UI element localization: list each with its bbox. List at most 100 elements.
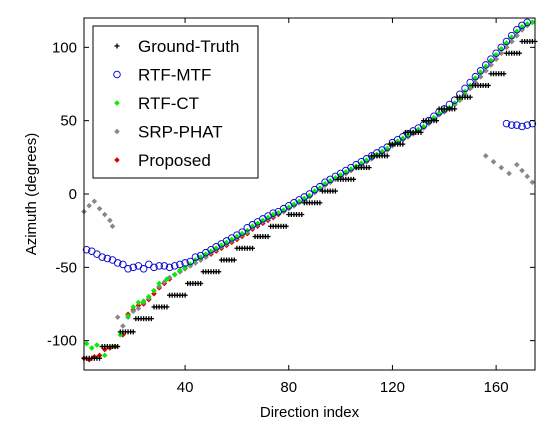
data-point [165, 263, 174, 272]
data-point [238, 228, 246, 236]
data-point [311, 188, 318, 194]
data-point [124, 265, 132, 273]
data-point [305, 190, 314, 198]
data-point [513, 161, 520, 168]
data-point [151, 287, 157, 294]
data-point [513, 25, 521, 34]
series-rtf-mtf [82, 18, 537, 273]
data-point [507, 31, 516, 40]
data-point [155, 262, 163, 270]
data-point [490, 158, 497, 165]
legend-label: Proposed [138, 151, 211, 170]
data-point [177, 267, 183, 274]
data-point [467, 94, 473, 100]
data-point [101, 211, 108, 218]
data-point [148, 316, 154, 322]
data-point [516, 50, 522, 56]
data-point [485, 82, 491, 88]
data-point [513, 121, 521, 129]
data-point [135, 299, 142, 306]
data-point [97, 355, 103, 361]
data-point [109, 223, 116, 230]
y-tick-label: 50 [60, 113, 77, 130]
data-point [529, 179, 536, 186]
data-point [291, 201, 297, 208]
data-point [492, 49, 500, 57]
data-point [216, 269, 222, 275]
x-axis-label: Direction index [260, 404, 360, 420]
data-point [306, 192, 313, 199]
data-point [130, 329, 136, 335]
legend-marker [113, 70, 121, 79]
data-point [96, 205, 103, 212]
data-point [166, 274, 173, 281]
data-point [502, 119, 511, 128]
x-tick-label: 40 [177, 379, 194, 396]
data-point [129, 263, 137, 272]
legend-label: Ground-Truth [138, 37, 239, 56]
data-point [170, 262, 179, 270]
data-point [119, 323, 126, 329]
data-point [114, 314, 121, 321]
legend-marker [114, 128, 120, 135]
legend-label: RTF-CT [138, 94, 199, 113]
legend: Ground-Truth RTF-MTF RTF-CT SRP-PHAT Propose… [92, 25, 259, 179]
data-point [482, 61, 490, 69]
data-point [363, 157, 370, 164]
data-point [113, 259, 122, 267]
x-tick-label: 120 [380, 379, 405, 396]
y-tick-label: 100 [52, 39, 77, 56]
y-tick-label: -100 [47, 333, 77, 350]
data-point [434, 118, 440, 124]
y-tick-label: 0 [69, 186, 77, 203]
data-point [524, 173, 531, 180]
data-point [265, 214, 271, 221]
data-point [117, 331, 124, 338]
data-point [164, 304, 170, 310]
data-point [107, 217, 113, 224]
data-point [115, 344, 121, 350]
data-point [299, 212, 305, 218]
data-point [316, 182, 324, 191]
data-point [191, 253, 200, 261]
data-point [487, 55, 495, 63]
data-point [182, 264, 188, 271]
data-point [265, 234, 271, 240]
legend-label: SRP-PHAT [138, 123, 223, 142]
legend-marker [114, 43, 120, 49]
data-point [482, 152, 489, 159]
data-point [161, 279, 168, 285]
data-point [139, 265, 148, 273]
data-point [466, 78, 474, 87]
data-point [156, 280, 163, 287]
data-point [125, 312, 131, 319]
data-point [151, 290, 157, 297]
data-point [82, 245, 91, 254]
data-point [88, 345, 95, 351]
data-point [317, 200, 323, 206]
data-point [150, 263, 158, 272]
data-point [506, 170, 512, 177]
data-point [83, 340, 90, 347]
data-point [176, 260, 184, 269]
data-point [471, 72, 480, 81]
data-point [130, 308, 137, 315]
data-point [86, 202, 93, 209]
axes: 40 80 120 160 -100 -50 0 50 100 [47, 17, 536, 396]
data-point [497, 43, 506, 52]
data-point [130, 304, 137, 310]
data-point [348, 166, 354, 172]
y-axis-label: Azimuth (degrees) [23, 133, 40, 256]
data-point [182, 292, 188, 298]
data-point [160, 262, 169, 270]
x-tick-label: 160 [484, 379, 509, 396]
data-point [498, 164, 505, 171]
data-point [103, 254, 112, 263]
y-tick-label: -50 [55, 259, 77, 276]
data-point [231, 257, 237, 263]
data-point [351, 176, 357, 182]
data-point [135, 305, 142, 312]
data-point [249, 245, 255, 251]
data-point [450, 96, 459, 104]
